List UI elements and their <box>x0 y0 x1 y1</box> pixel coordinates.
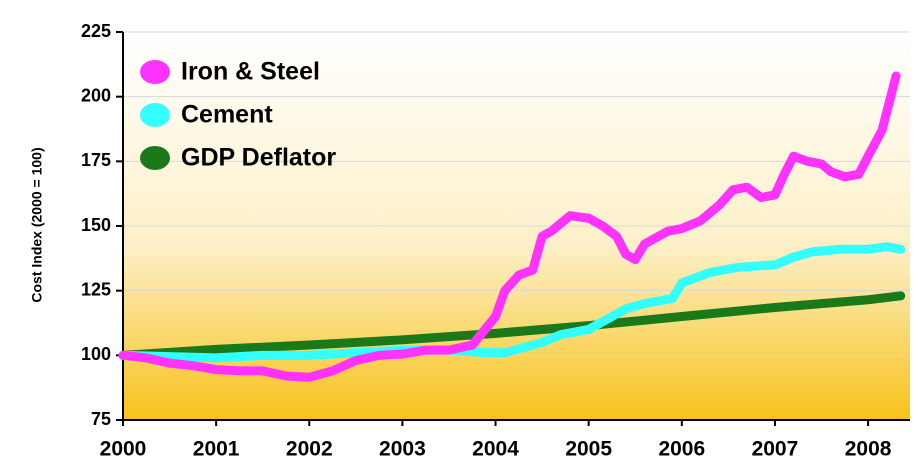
x-tick-label: 2003 <box>379 438 426 461</box>
legend-marker <box>140 60 170 84</box>
x-tick-label: 2007 <box>752 438 799 461</box>
series-line <box>118 242 906 363</box>
legend-marker <box>140 146 170 170</box>
y-tick-label: 200 <box>81 85 111 105</box>
y-tick-label: 125 <box>81 279 111 299</box>
y-tick-label: 225 <box>81 21 111 41</box>
y-tick-label: 150 <box>81 215 111 235</box>
y-tick-label: 75 <box>91 409 111 429</box>
legend-marker <box>140 103 170 127</box>
x-tick-label: 2006 <box>658 438 705 461</box>
x-tick-label: 2008 <box>845 438 892 461</box>
y-axis-label: Cost Index (2000 = 100) <box>29 147 45 302</box>
x-tick-label: 2002 <box>286 438 333 461</box>
legend-label: Iron & Steel <box>181 58 320 86</box>
series-line <box>118 71 901 382</box>
x-tick-label: 2000 <box>100 438 147 461</box>
x-tick-label: 2005 <box>565 438 612 461</box>
x-tick-label: 2004 <box>472 438 519 461</box>
legend-label: GDP Deflator <box>181 144 336 172</box>
x-tick-label: 2001 <box>193 438 240 461</box>
series-line <box>118 291 906 360</box>
y-tick-label: 175 <box>81 150 111 170</box>
y-tick-label: 100 <box>81 344 111 364</box>
legend-label: Cement <box>181 101 273 129</box>
